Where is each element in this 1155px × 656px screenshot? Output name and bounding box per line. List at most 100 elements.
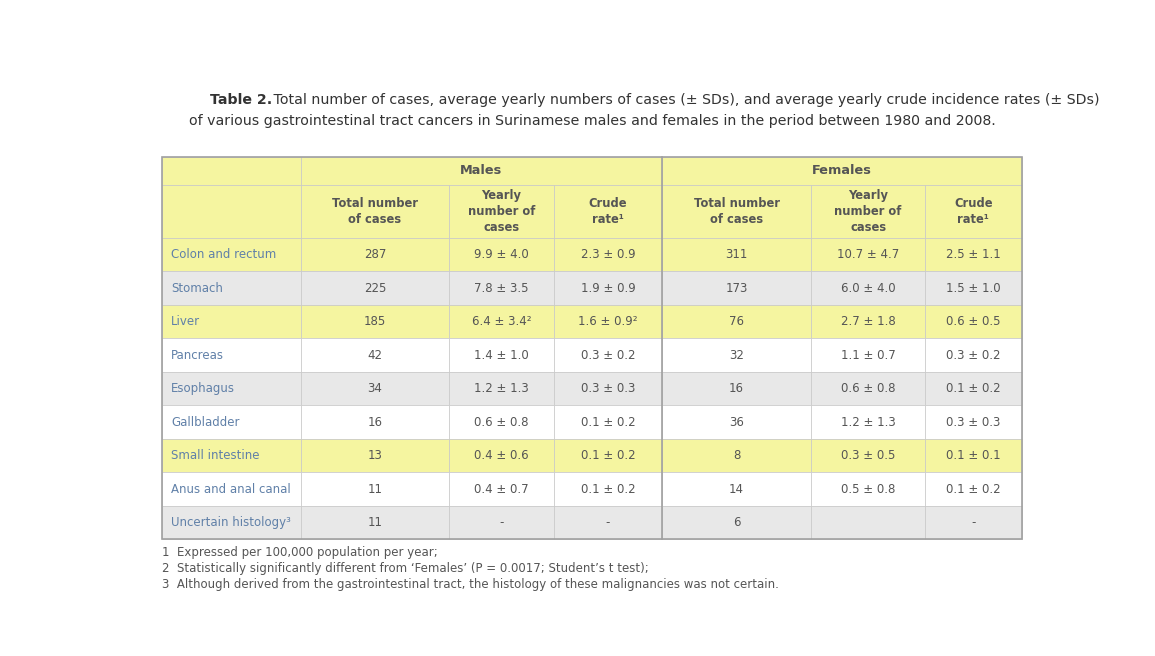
Bar <box>925 506 1021 539</box>
Text: 36: 36 <box>729 416 744 428</box>
Text: 173: 173 <box>725 281 747 295</box>
Text: -: - <box>606 516 610 529</box>
Bar <box>662 338 811 372</box>
Text: 0.5 ± 0.8: 0.5 ± 0.8 <box>841 483 895 496</box>
Bar <box>301 338 449 372</box>
Bar <box>301 185 449 238</box>
Text: Anus and anal canal: Anus and anal canal <box>171 483 291 496</box>
Bar <box>301 238 449 272</box>
Text: Total number
of cases: Total number of cases <box>331 197 418 226</box>
Text: Crude
rate¹: Crude rate¹ <box>589 197 627 226</box>
Bar <box>811 272 925 305</box>
Bar <box>448 272 554 305</box>
Bar <box>925 472 1021 506</box>
Text: Table 2.: Table 2. <box>210 93 271 107</box>
Bar <box>554 506 662 539</box>
Text: 0.1 ± 0.2: 0.1 ± 0.2 <box>581 483 635 496</box>
Bar <box>811 439 925 472</box>
Text: Crude
rate¹: Crude rate¹ <box>954 197 992 226</box>
Text: 10.7 ± 4.7: 10.7 ± 4.7 <box>837 248 900 261</box>
Bar <box>662 238 811 272</box>
Text: Males: Males <box>460 165 502 177</box>
Bar <box>554 238 662 272</box>
Text: 0.3 ± 0.3: 0.3 ± 0.3 <box>946 416 1000 428</box>
Bar <box>925 185 1021 238</box>
Text: 2.5 ± 1.1: 2.5 ± 1.1 <box>946 248 1000 261</box>
Text: 14: 14 <box>729 483 744 496</box>
Bar <box>162 338 301 372</box>
Text: of various gastrointestinal tract cancers in Surinamese males and females in the: of various gastrointestinal tract cancer… <box>188 114 996 128</box>
Bar <box>662 185 811 238</box>
Bar <box>925 272 1021 305</box>
Bar <box>925 439 1021 472</box>
Bar <box>162 238 301 272</box>
Bar <box>448 439 554 472</box>
Bar <box>448 238 554 272</box>
Text: 42: 42 <box>367 348 382 361</box>
Bar <box>448 506 554 539</box>
Bar <box>662 439 811 472</box>
Bar <box>301 372 449 405</box>
Text: 1.1 ± 0.7: 1.1 ± 0.7 <box>841 348 895 361</box>
Bar <box>448 472 554 506</box>
Bar <box>811 372 925 405</box>
Text: 0.3 ± 0.2: 0.3 ± 0.2 <box>946 348 1000 361</box>
Text: -: - <box>971 516 976 529</box>
Bar <box>301 157 662 185</box>
Text: Colon and rectum: Colon and rectum <box>171 248 276 261</box>
Bar <box>448 185 554 238</box>
Text: 0.3 ± 0.3: 0.3 ± 0.3 <box>581 382 635 395</box>
Text: 1.2 ± 1.3: 1.2 ± 1.3 <box>475 382 529 395</box>
Text: Yearly
number of
cases: Yearly number of cases <box>468 189 535 234</box>
Bar <box>554 272 662 305</box>
Bar <box>811 506 925 539</box>
Text: Uncertain histology³: Uncertain histology³ <box>171 516 291 529</box>
Bar <box>301 405 449 439</box>
Bar <box>162 305 301 338</box>
Text: 6.0 ± 4.0: 6.0 ± 4.0 <box>841 281 895 295</box>
Text: 0.1 ± 0.2: 0.1 ± 0.2 <box>581 416 635 428</box>
Text: 0.1 ± 0.2: 0.1 ± 0.2 <box>946 382 1000 395</box>
Bar <box>811 305 925 338</box>
Bar <box>554 405 662 439</box>
Text: 0.6 ± 0.8: 0.6 ± 0.8 <box>841 382 895 395</box>
Bar <box>662 506 811 539</box>
Bar <box>162 439 301 472</box>
Bar <box>301 305 449 338</box>
Bar <box>811 238 925 272</box>
Bar <box>925 305 1021 338</box>
Bar <box>662 372 811 405</box>
Bar <box>301 472 449 506</box>
Text: 34: 34 <box>367 382 382 395</box>
Bar <box>554 472 662 506</box>
Text: Total number
of cases: Total number of cases <box>693 197 780 226</box>
Text: 7.8 ± 3.5: 7.8 ± 3.5 <box>475 281 529 295</box>
Bar <box>162 185 301 238</box>
Bar <box>448 405 554 439</box>
Bar <box>448 338 554 372</box>
Text: 6: 6 <box>732 516 740 529</box>
Text: Total number of cases, average yearly numbers of cases (± SDs), and average year: Total number of cases, average yearly nu… <box>269 93 1100 107</box>
Text: 11: 11 <box>367 483 382 496</box>
Text: 311: 311 <box>725 248 747 261</box>
Bar <box>554 439 662 472</box>
Text: 1.9 ± 0.9: 1.9 ± 0.9 <box>581 281 635 295</box>
Text: 185: 185 <box>364 315 386 328</box>
Bar <box>301 439 449 472</box>
Bar <box>662 157 1022 185</box>
Text: 1.5 ± 1.0: 1.5 ± 1.0 <box>946 281 1000 295</box>
Text: 0.1 ± 0.1: 0.1 ± 0.1 <box>946 449 1000 462</box>
Text: 32: 32 <box>729 348 744 361</box>
Text: 8: 8 <box>732 449 740 462</box>
Text: 0.4 ± 0.7: 0.4 ± 0.7 <box>475 483 529 496</box>
Text: 0.1 ± 0.2: 0.1 ± 0.2 <box>946 483 1000 496</box>
Bar <box>925 338 1021 372</box>
Bar <box>554 372 662 405</box>
Bar <box>448 305 554 338</box>
Bar <box>554 338 662 372</box>
Text: Gallbladder: Gallbladder <box>171 416 240 428</box>
Bar <box>811 185 925 238</box>
Text: -: - <box>499 516 504 529</box>
Text: 0.1 ± 0.2: 0.1 ± 0.2 <box>581 449 635 462</box>
Text: 1.4 ± 1.0: 1.4 ± 1.0 <box>475 348 529 361</box>
